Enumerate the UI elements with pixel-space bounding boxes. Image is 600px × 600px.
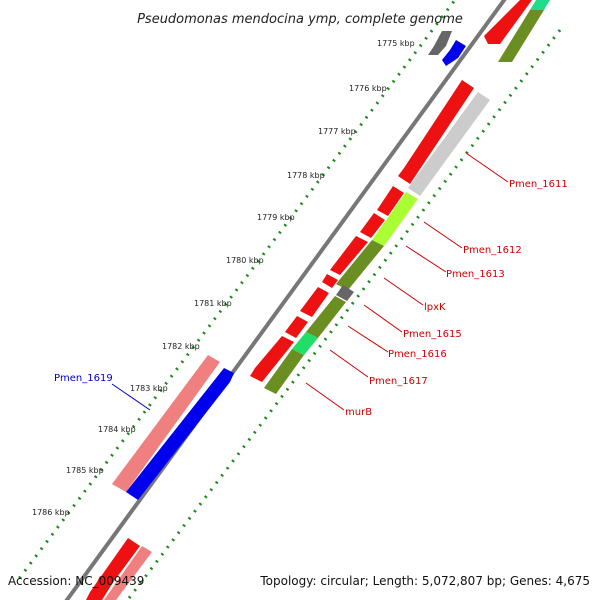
gene-feature[interactable] xyxy=(285,316,308,338)
gene-feature[interactable] xyxy=(330,236,368,275)
gene-feature[interactable] xyxy=(442,40,466,66)
gene-feature[interactable] xyxy=(530,0,550,10)
gene-label-murb[interactable]: murB xyxy=(345,407,372,418)
gene-feature[interactable] xyxy=(372,192,418,246)
kbp-label: 1779 kbp xyxy=(257,213,295,222)
gene-feature[interactable] xyxy=(264,349,304,394)
gene-label-pmen-1612[interactable]: Pmen_1612 xyxy=(463,245,522,256)
gene-feature[interactable] xyxy=(484,0,532,44)
gene-feature[interactable] xyxy=(336,240,384,290)
kbp-label: 1786 kbp xyxy=(32,508,70,517)
gene-leader-line xyxy=(423,221,463,249)
gene-label-pmen-1616[interactable]: Pmen_1616 xyxy=(388,349,447,360)
gene-feature[interactable] xyxy=(377,186,404,216)
gene-label-pmen-1617[interactable]: Pmen_1617 xyxy=(369,376,428,387)
kbp-label: 1782 kbp xyxy=(162,342,200,351)
gene-feature[interactable] xyxy=(250,336,294,382)
gene-leader-line xyxy=(383,277,424,306)
gene-leader-line xyxy=(329,349,369,378)
kbp-label: 1776 kbp xyxy=(349,84,387,93)
gene-label-pmen-1619[interactable]: Pmen_1619 xyxy=(54,373,113,384)
gene-label-pmen-1611[interactable]: Pmen_1611 xyxy=(509,179,568,190)
kbp-label: 1777 kbp xyxy=(318,127,356,136)
gene-leader-line xyxy=(347,325,389,353)
gene-feature[interactable] xyxy=(428,31,452,55)
gene-leader-line xyxy=(405,245,447,273)
kbp-label: 1781 kbp xyxy=(194,299,232,308)
gene-feature[interactable] xyxy=(360,213,385,238)
gene-leader-line xyxy=(363,304,403,333)
gene-feature[interactable] xyxy=(322,274,338,288)
gene-feature[interactable] xyxy=(398,80,474,184)
gene-leader-line xyxy=(465,152,509,183)
gene-label-pmen-1615[interactable]: Pmen_1615 xyxy=(403,329,462,340)
kbp-label: 1780 kbp xyxy=(226,256,264,265)
gene-feature[interactable] xyxy=(336,285,354,301)
gene-feature[interactable] xyxy=(112,355,220,492)
gene-leader-line xyxy=(111,383,151,411)
kbp-label: 1783 kbp xyxy=(130,384,168,393)
accession-text: Accession: NC_009439 xyxy=(8,574,145,588)
map-title: Pseudomonas mendocina ymp, complete geno… xyxy=(137,12,463,27)
gene-label-pmen-1613[interactable]: Pmen_1613 xyxy=(446,269,505,280)
gene-feature[interactable] xyxy=(104,546,152,600)
gene-feature[interactable] xyxy=(300,287,329,317)
genome-summary-text: Topology: circular; Length: 5,072,807 bp… xyxy=(260,574,590,588)
inner-dotted-track xyxy=(125,29,562,600)
gene-feature[interactable] xyxy=(498,10,544,62)
gene-feature[interactable] xyxy=(306,296,346,338)
genome-backbone xyxy=(64,0,507,600)
kbp-label: 1778 kbp xyxy=(287,171,325,180)
kbp-label: 1785 kbp xyxy=(66,466,104,475)
kbp-label: 1775 kbp xyxy=(377,39,415,48)
gene-label-lpxk[interactable]: lpxK xyxy=(424,302,446,313)
gene-leader-line xyxy=(305,382,345,411)
gene-feature[interactable] xyxy=(292,332,318,355)
gene-feature[interactable] xyxy=(88,576,112,600)
gene-feature[interactable] xyxy=(408,92,490,196)
kbp-label: 1784 kbp xyxy=(98,425,136,434)
gene-feature[interactable] xyxy=(126,368,234,500)
